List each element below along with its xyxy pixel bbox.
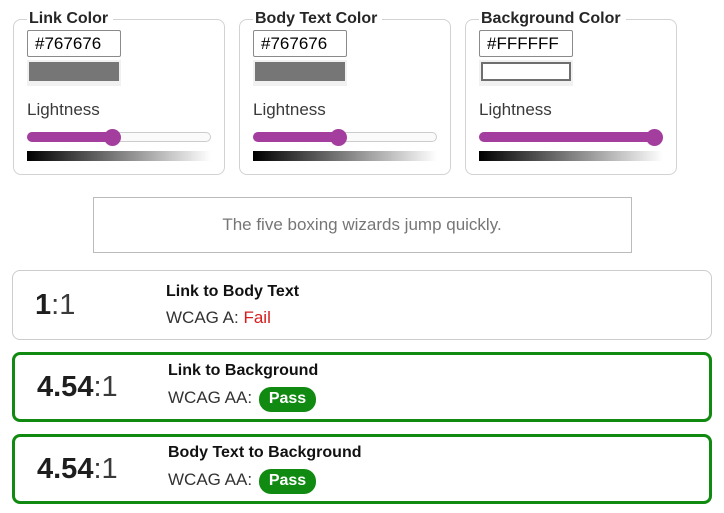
wcag-status-line: WCAG A: Fail [166,308,299,328]
slider-thumb[interactable] [329,129,347,146]
result-title: Link to Body Text [166,282,300,300]
result-row-link-to-background: 4.54:1 Link to Background WCAG AA: Pass [12,352,712,422]
lightness-gradient-bar [253,151,437,161]
background-color-hex-input[interactable] [479,30,573,57]
wcag-level-label: WCAG AA: [168,388,253,407]
color-panels: Link Color Lightness Body Text Color Lig… [13,10,724,175]
background-color-swatch-wrap [479,60,573,86]
background-color-swatch [481,62,571,81]
wcag-status-line: WCAG AA: Pass [168,469,362,494]
lightness-label: Lightness [253,100,326,119]
link-color-legend: Link Color [29,10,109,27]
contrast-ratio: 1:1 [35,288,76,321]
link-color-swatch [29,62,119,81]
result-row-body-text-to-background: 4.54:1 Body Text to Background WCAG AA: … [12,434,712,504]
status-fail: Fail [243,307,271,327]
wcag-status-line: WCAG AA: Pass [168,387,318,412]
link-color-hex-input[interactable] [27,30,121,57]
status-pass-badge: Pass [258,387,317,412]
background-color-panel: Background Color Lightness [465,10,677,175]
sample-text-preview: The five boxing wizards jump quickly. [92,197,632,253]
link-color-swatch-wrap [27,60,121,86]
lightness-label: Lightness [479,100,552,119]
wcag-level-label: WCAG A: [166,307,239,327]
lightness-gradient-bar [27,151,211,161]
body-text-color-swatch [255,62,345,81]
lightness-gradient-bar [479,151,663,161]
body-text-color-swatch-wrap [253,60,347,86]
body-text-lightness-slider[interactable] [253,129,437,146]
result-title: Body Text to Background [168,444,362,461]
slider-fill [27,132,113,142]
wcag-level-label: WCAG AA: [168,470,253,489]
result-title: Link to Background [168,362,319,379]
body-text-color-panel: Body Text Color Lightness [239,10,451,175]
slider-fill [253,132,339,142]
body-text-color-hex-input[interactable] [253,30,347,57]
body-text-color-legend: Body Text Color [255,10,378,27]
contrast-ratio: 4.54:1 [37,452,118,485]
contrast-ratio: 4.54:1 [37,370,118,403]
background-color-legend: Background Color [481,10,621,27]
background-lightness-slider[interactable] [479,129,663,146]
slider-thumb[interactable] [103,129,121,146]
contrast-results: 1:1 Link to Body Text WCAG A: Fail 4.54:… [12,270,712,504]
status-pass-badge: Pass [258,469,317,494]
slider-fill [479,132,655,142]
lightness-label: Lightness [27,100,100,119]
link-lightness-slider[interactable] [27,129,211,146]
slider-thumb[interactable] [646,129,663,146]
link-color-panel: Link Color Lightness [13,10,225,175]
result-row-link-to-body-text: 1:1 Link to Body Text WCAG A: Fail [12,270,712,340]
